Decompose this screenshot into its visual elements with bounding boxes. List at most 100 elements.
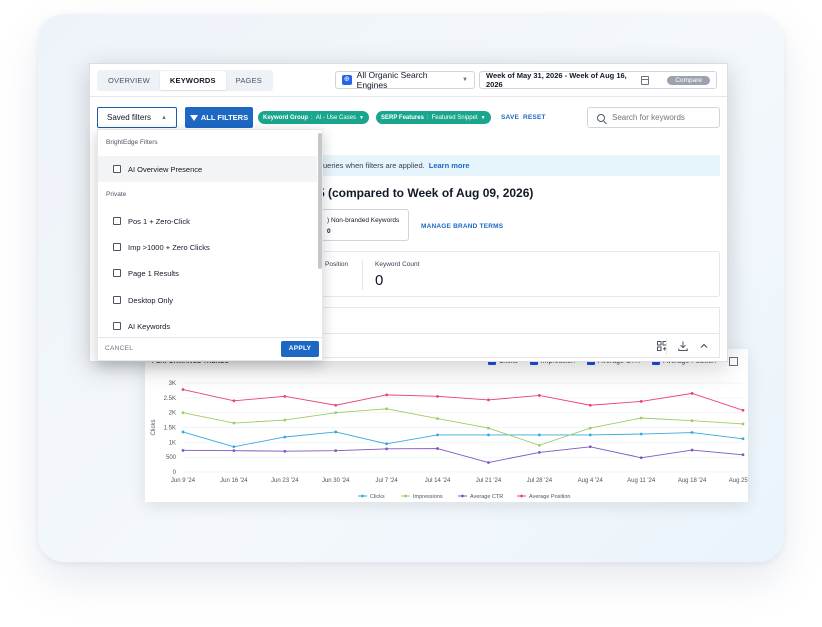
- data-point: [181, 411, 185, 415]
- performance-trends-panel: PERFORMANCE TRENDS ✓Clicks ✓Impression ✓…: [145, 349, 748, 502]
- data-point: [283, 394, 287, 398]
- checkbox[interactable]: [113, 165, 121, 173]
- y-tick-label: 1K: [169, 440, 176, 446]
- keyword-search[interactable]: [587, 107, 720, 128]
- data-point: [283, 435, 287, 439]
- non-branded-label: Non-branded Keywords: [330, 217, 400, 224]
- keyword-count-value: 0: [375, 272, 384, 289]
- data-point: [639, 432, 643, 436]
- data-point: [283, 418, 287, 422]
- series-line: [182, 408, 744, 446]
- info-banner: ueries when filters are applied. Learn m…: [318, 155, 720, 176]
- series-line: [182, 446, 744, 463]
- data-point: [487, 433, 490, 437]
- filter-row: Saved filters ▲ ALL FILTERS Keyword Grou…: [90, 98, 727, 136]
- y-tick-label: 0: [173, 470, 177, 476]
- legend-label: Clicks: [370, 494, 385, 500]
- non-branded-keywords-card: ) Non-branded Keywords 0: [318, 209, 409, 241]
- data-point: [741, 453, 745, 457]
- saved-filter-desktop-only[interactable]: Desktop Only: [98, 287, 317, 313]
- search-engine-select[interactable]: ⊕ All Organic Search Engines ▼: [335, 70, 475, 90]
- x-tick-label: Jul 21 '24: [476, 478, 502, 484]
- chevron-up-icon: ▲: [161, 114, 167, 121]
- checkbox[interactable]: [113, 243, 121, 251]
- legend-swatch-dot: [404, 494, 407, 498]
- y-axis-label: Clicks: [151, 420, 157, 436]
- checkbox[interactable]: [113, 296, 121, 304]
- apply-button[interactable]: APPLY: [281, 341, 319, 357]
- legend-swatch-dot: [461, 494, 464, 498]
- data-point: [436, 394, 439, 398]
- tab-pages[interactable]: PAGES: [235, 76, 262, 85]
- series-line: [182, 389, 744, 411]
- x-tick-label: Jun 23 '24: [271, 478, 299, 484]
- globe-icon: ⊕: [342, 75, 352, 85]
- saved-filters-button[interactable]: Saved filters ▲: [97, 107, 177, 128]
- compare-button[interactable]: Compare: [667, 75, 710, 85]
- data-point: [334, 430, 338, 434]
- data-point: [588, 403, 592, 407]
- section-brightedge-filters: BrightEdge Filters: [106, 139, 158, 146]
- data-point: [334, 411, 338, 415]
- manage-brand-terms-link[interactable]: MANAGE BRAND TERMS: [421, 223, 504, 230]
- tab-overview[interactable]: OVERVIEW: [108, 76, 150, 85]
- chevron-down-icon: ▼: [462, 77, 468, 83]
- saved-filter-imp-1000-zero-clicks[interactable]: Imp >1000 + Zero Clicks: [98, 234, 317, 260]
- filter-chip-serp-features[interactable]: SERP Features: Featured Snippet ▼: [376, 111, 491, 124]
- x-tick-label: Jul 14 '24: [425, 478, 451, 484]
- saved-filter-ai-keywords[interactable]: AI Keywords: [98, 313, 317, 339]
- y-tick-label: 2K: [169, 411, 176, 417]
- data-point: [487, 461, 490, 464]
- data-point: [741, 408, 745, 412]
- data-point: [334, 449, 338, 453]
- save-filters-link[interactable]: SAVE: [501, 114, 520, 121]
- chevron-down-icon: ▼: [480, 114, 486, 121]
- chevron-down-icon: ▼: [359, 114, 364, 121]
- funnel-icon: [189, 114, 198, 121]
- saved-filters-dropdown: BrightEdge Filters AI Overview Presence …: [97, 129, 323, 361]
- legend-label: Average CTR: [470, 494, 503, 500]
- grid-layout-icon[interactable]: [729, 357, 738, 366]
- filter-chip-keyword-group[interactable]: Keyword Group: AI - Use Cases ▼: [258, 111, 369, 124]
- learn-more-link[interactable]: Learn more: [428, 161, 470, 170]
- tab-keywords[interactable]: KEYWORDS: [159, 71, 226, 90]
- legend-label: Average Position: [529, 494, 570, 500]
- saved-filter-ai-overview-presence[interactable]: AI Overview Presence: [98, 156, 317, 182]
- data-point: [639, 399, 643, 403]
- search-input[interactable]: [612, 113, 712, 122]
- data-point: [639, 456, 643, 460]
- data-point: [181, 448, 185, 452]
- saved-filter-page1-results[interactable]: Page 1 Results: [98, 260, 317, 286]
- chevron-up-icon[interactable]: [699, 341, 709, 351]
- all-filters-button[interactable]: ALL FILTERS: [185, 107, 253, 128]
- search-icon: [597, 113, 605, 122]
- checkbox[interactable]: [113, 322, 121, 330]
- legend-swatch-dot: [520, 494, 523, 498]
- cancel-button[interactable]: CANCEL: [105, 345, 134, 352]
- data-point: [588, 445, 592, 449]
- data-point: [537, 451, 541, 454]
- data-point: [741, 422, 745, 426]
- reset-filters-link[interactable]: RESET: [523, 114, 546, 121]
- data-point: [487, 426, 490, 430]
- download-icon[interactable]: [678, 341, 688, 351]
- checkbox[interactable]: [113, 217, 121, 225]
- metric-divider: [362, 260, 363, 290]
- x-tick-label: Aug 18 '24: [678, 478, 707, 484]
- data-point: [690, 448, 694, 452]
- date-range-picker[interactable]: Week of May 31, 2026 - Week of Aug 16, 2…: [479, 71, 717, 89]
- dropdown-footer: CANCEL APPLY: [98, 337, 322, 360]
- dropdown-scrollbar[interactable]: [318, 133, 322, 269]
- data-point: [690, 419, 694, 423]
- data-point: [385, 393, 389, 397]
- saved-filter-pos1-zero-click[interactable]: Pos 1 + Zero-Click: [98, 208, 317, 234]
- data-point: [385, 442, 389, 446]
- calendar-icon[interactable]: [640, 75, 650, 85]
- legend-label: Impressions: [413, 494, 443, 500]
- checkbox[interactable]: [113, 269, 121, 277]
- tab-group: OVERVIEW KEYWORDS PAGES: [97, 70, 273, 91]
- position-label: Position: [325, 261, 349, 268]
- data-point: [232, 421, 236, 425]
- data-point: [588, 426, 592, 430]
